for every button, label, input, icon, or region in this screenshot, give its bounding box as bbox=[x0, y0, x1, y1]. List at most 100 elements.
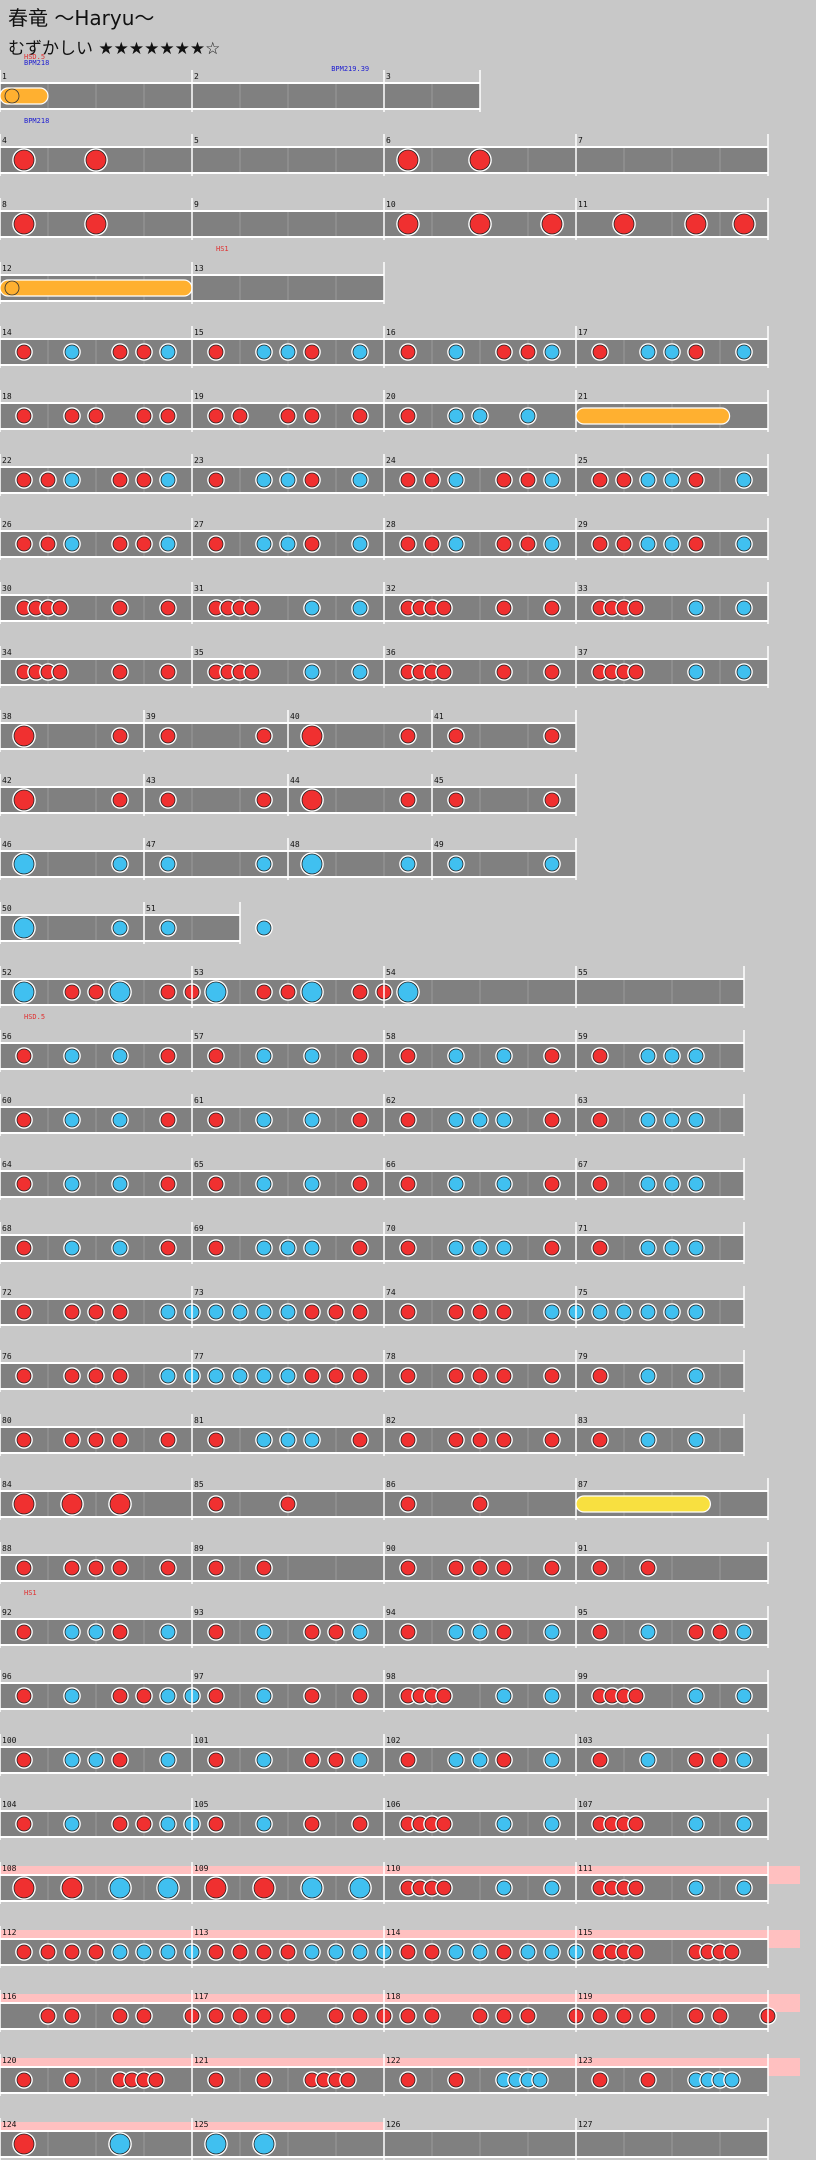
don-note bbox=[544, 1112, 560, 1128]
chart-row: 108 109 110 111 bbox=[0, 1862, 800, 1904]
don-note bbox=[256, 1944, 272, 1960]
ka-note bbox=[664, 344, 680, 360]
ka-note bbox=[64, 536, 80, 552]
big-don-note bbox=[541, 213, 563, 235]
ka-note bbox=[496, 1176, 512, 1192]
don-note bbox=[496, 536, 512, 552]
don-note bbox=[256, 984, 272, 1000]
measure-number: 86 bbox=[386, 1480, 396, 1489]
ka-note bbox=[640, 536, 656, 552]
ka-note bbox=[448, 1752, 464, 1768]
big-don-note bbox=[613, 213, 635, 235]
measure-number: 89 bbox=[194, 1544, 204, 1553]
don-note bbox=[496, 1624, 512, 1640]
don-note bbox=[88, 1304, 104, 1320]
measure-number: 31 bbox=[194, 584, 204, 593]
don-note bbox=[496, 344, 512, 360]
don-note bbox=[400, 1176, 416, 1192]
measure-number: 99 bbox=[578, 1672, 588, 1681]
don-note bbox=[112, 1816, 128, 1832]
ka-note bbox=[232, 1304, 248, 1320]
ka-note bbox=[64, 1048, 80, 1064]
ka-note bbox=[232, 1368, 248, 1384]
don-note bbox=[208, 1752, 224, 1768]
don-note bbox=[52, 600, 68, 616]
big-don-note bbox=[253, 1877, 275, 1899]
don-note bbox=[244, 600, 260, 616]
ka-note bbox=[256, 1368, 272, 1384]
don-note bbox=[112, 536, 128, 552]
don-note bbox=[520, 2008, 536, 2024]
don-note bbox=[160, 1560, 176, 1576]
don-note bbox=[592, 1176, 608, 1192]
lane-bottom-border bbox=[0, 1068, 744, 1070]
big-ka-note bbox=[157, 1877, 179, 1899]
don-note bbox=[88, 984, 104, 1000]
measure-number: 69 bbox=[194, 1224, 204, 1233]
don-note bbox=[16, 1816, 32, 1832]
measure-number: 118 bbox=[386, 1992, 401, 2001]
don-note bbox=[40, 472, 56, 488]
measure-number: 71 bbox=[578, 1224, 588, 1233]
don-note bbox=[628, 600, 644, 616]
ka-note bbox=[544, 344, 560, 360]
don-note bbox=[448, 2072, 464, 2088]
don-note bbox=[712, 1624, 728, 1640]
measure-number: 6 bbox=[386, 136, 391, 145]
ka-note bbox=[520, 408, 536, 424]
lane-top-border bbox=[0, 1106, 744, 1108]
don-note bbox=[520, 344, 536, 360]
ka-note bbox=[304, 1176, 320, 1192]
ka-note bbox=[472, 1752, 488, 1768]
don-note bbox=[400, 728, 416, 744]
don-note bbox=[208, 1624, 224, 1640]
lane-top-border bbox=[0, 1426, 744, 1428]
measure-number: 97 bbox=[194, 1672, 204, 1681]
don-note bbox=[436, 600, 452, 616]
don-note bbox=[64, 2072, 80, 2088]
don-note bbox=[688, 536, 704, 552]
lane-top-border bbox=[0, 978, 744, 980]
chart-row: 88 89 90 91 bbox=[0, 1542, 769, 1584]
don-note bbox=[160, 792, 176, 808]
measure-number: 20 bbox=[386, 392, 396, 401]
don-note bbox=[400, 792, 416, 808]
ka-note bbox=[256, 1624, 272, 1640]
chart-row: 76 77 78 79 bbox=[0, 1350, 745, 1392]
ka-note bbox=[256, 1816, 272, 1832]
measure-number: 32 bbox=[386, 584, 396, 593]
measure-number: 64 bbox=[2, 1160, 12, 1169]
don-note bbox=[208, 1944, 224, 1960]
don-note bbox=[592, 1112, 608, 1128]
don-note bbox=[400, 472, 416, 488]
don-note bbox=[64, 1368, 80, 1384]
ka-note bbox=[736, 664, 752, 680]
ka-note bbox=[280, 1368, 296, 1384]
don-note bbox=[496, 1944, 512, 1960]
measure-number: 27 bbox=[194, 520, 204, 529]
ka-note bbox=[160, 1944, 176, 1960]
don-note bbox=[400, 408, 416, 424]
don-note bbox=[352, 1176, 368, 1192]
lane-top-border bbox=[0, 1234, 744, 1236]
ka-note bbox=[664, 1304, 680, 1320]
don-note bbox=[256, 728, 272, 744]
ka-note bbox=[736, 472, 752, 488]
big-don-note bbox=[397, 149, 419, 171]
ka-note bbox=[256, 1240, 272, 1256]
don-note bbox=[64, 1304, 80, 1320]
ka-note bbox=[112, 1048, 128, 1064]
measure-number: 57 bbox=[194, 1032, 204, 1041]
don-note bbox=[400, 1752, 416, 1768]
ka-note bbox=[688, 1048, 704, 1064]
measure-number: 125 bbox=[194, 2120, 209, 2129]
don-note bbox=[688, 2008, 704, 2024]
measure-number: 17 bbox=[578, 328, 588, 337]
chart-row: 38 39 40 41 bbox=[0, 710, 577, 752]
big-ka-note bbox=[13, 853, 35, 875]
ka-note bbox=[256, 1688, 272, 1704]
ka-note bbox=[352, 472, 368, 488]
ka-note bbox=[64, 472, 80, 488]
chart-row: 52 53 54 55 bbox=[0, 966, 745, 1008]
